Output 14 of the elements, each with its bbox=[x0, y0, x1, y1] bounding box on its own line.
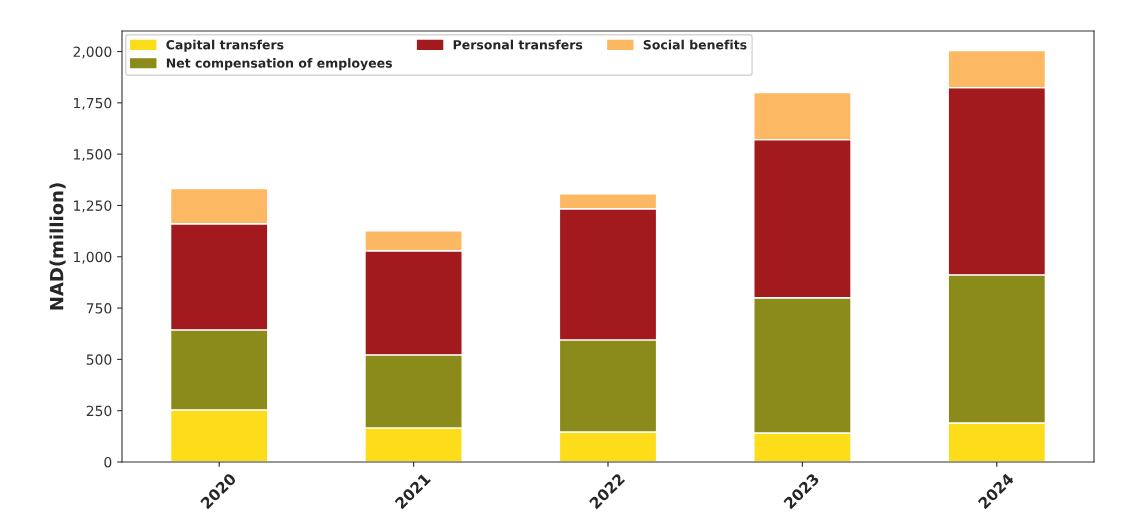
legend-label: Capital transfers bbox=[166, 39, 284, 52]
y-tick-label: 1,000 bbox=[74, 251, 112, 264]
y-tick-label: 250 bbox=[86, 405, 112, 417]
y-axis-title: NAD(million) bbox=[49, 183, 66, 310]
legend-label: Social benefits bbox=[643, 39, 747, 50]
y-tick-label: 0 bbox=[104, 456, 112, 468]
legend-label: Personal transfers bbox=[453, 39, 583, 50]
legend-label: Net compensation of employees bbox=[166, 58, 392, 71]
y-tick-label: 1,250 bbox=[74, 200, 112, 213]
y-tick-label: 2,000 bbox=[73, 46, 112, 59]
y-tick-label: 1,500 bbox=[74, 149, 112, 162]
y-tick-label: 1,750 bbox=[74, 97, 112, 110]
y-tick-label: 750 bbox=[86, 303, 112, 314]
y-tick-label: 500 bbox=[86, 354, 112, 365]
